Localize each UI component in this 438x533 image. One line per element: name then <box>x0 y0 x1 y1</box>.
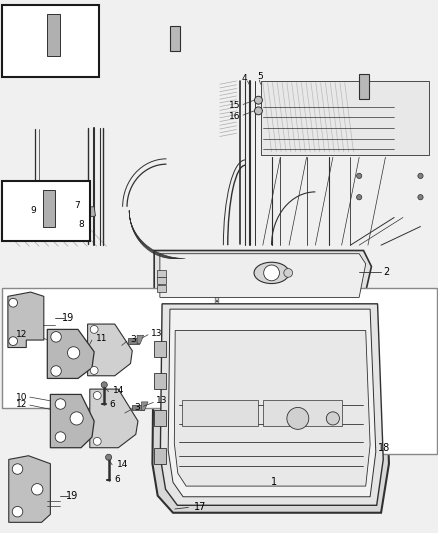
Text: 13: 13 <box>151 329 162 337</box>
Text: 6: 6 <box>110 400 115 408</box>
Text: 14: 14 <box>117 461 129 469</box>
Text: 17: 17 <box>194 503 206 512</box>
Circle shape <box>418 173 423 179</box>
Polygon shape <box>47 329 94 378</box>
Circle shape <box>55 399 66 409</box>
Polygon shape <box>157 285 166 292</box>
Polygon shape <box>174 330 370 486</box>
Bar <box>43 190 55 227</box>
Circle shape <box>9 298 18 307</box>
Polygon shape <box>128 338 139 344</box>
Circle shape <box>326 412 339 425</box>
Circle shape <box>93 438 101 445</box>
Circle shape <box>284 269 293 277</box>
Circle shape <box>357 173 362 179</box>
Circle shape <box>254 96 262 104</box>
Circle shape <box>254 107 262 115</box>
Circle shape <box>12 506 23 517</box>
Bar <box>2 288 215 408</box>
Polygon shape <box>132 405 144 410</box>
Circle shape <box>90 326 98 333</box>
Text: 18: 18 <box>378 443 390 453</box>
Circle shape <box>287 407 309 430</box>
Text: 6: 6 <box>115 475 120 484</box>
Circle shape <box>9 337 18 345</box>
Circle shape <box>67 346 80 359</box>
Text: 7: 7 <box>74 201 80 210</box>
Circle shape <box>101 382 107 388</box>
Circle shape <box>12 464 23 474</box>
Polygon shape <box>9 456 50 522</box>
Text: 14: 14 <box>113 386 124 394</box>
Polygon shape <box>154 341 166 357</box>
Polygon shape <box>182 400 258 426</box>
Polygon shape <box>154 448 166 464</box>
Circle shape <box>51 366 61 376</box>
Bar <box>47 14 60 56</box>
Polygon shape <box>88 324 132 376</box>
Polygon shape <box>261 81 429 155</box>
Circle shape <box>357 195 362 200</box>
Polygon shape <box>152 298 389 513</box>
Polygon shape <box>168 309 376 497</box>
Text: 12: 12 <box>16 330 27 339</box>
Text: 9: 9 <box>30 206 36 214</box>
Polygon shape <box>141 402 148 410</box>
Text: 12: 12 <box>16 400 27 408</box>
Polygon shape <box>39 189 68 220</box>
Text: 19: 19 <box>66 491 78 500</box>
Polygon shape <box>160 304 383 505</box>
Polygon shape <box>263 400 342 426</box>
Circle shape <box>93 392 101 399</box>
Text: 5: 5 <box>258 72 264 81</box>
Text: 1: 1 <box>271 478 277 487</box>
Circle shape <box>264 265 279 281</box>
Circle shape <box>418 195 423 200</box>
Bar <box>2 5 99 77</box>
Text: 8: 8 <box>78 221 84 229</box>
Text: 10: 10 <box>16 393 27 401</box>
Text: 13: 13 <box>155 397 167 405</box>
Circle shape <box>70 412 83 425</box>
Circle shape <box>106 454 112 461</box>
Polygon shape <box>137 335 144 344</box>
Bar <box>218 288 437 454</box>
Polygon shape <box>50 203 77 211</box>
Ellipse shape <box>254 262 289 284</box>
Bar <box>2 181 90 241</box>
Bar <box>359 74 369 99</box>
Text: 19: 19 <box>62 313 74 323</box>
Circle shape <box>90 367 98 374</box>
Text: 2: 2 <box>383 267 389 277</box>
Polygon shape <box>157 270 166 277</box>
Polygon shape <box>8 292 44 348</box>
Circle shape <box>37 191 46 199</box>
Circle shape <box>55 432 66 442</box>
Text: 16: 16 <box>230 112 241 120</box>
Text: 15: 15 <box>230 101 241 110</box>
Text: 4: 4 <box>242 75 247 83</box>
Polygon shape <box>79 207 95 217</box>
Polygon shape <box>160 254 366 297</box>
Polygon shape <box>154 251 371 301</box>
Text: 3: 3 <box>130 335 136 344</box>
Circle shape <box>71 217 76 222</box>
Polygon shape <box>157 277 166 284</box>
Polygon shape <box>154 373 166 389</box>
Circle shape <box>51 332 61 342</box>
Text: 11: 11 <box>95 334 107 343</box>
Polygon shape <box>90 389 138 448</box>
Polygon shape <box>154 410 166 426</box>
Bar <box>170 26 180 51</box>
Text: 3: 3 <box>134 403 140 412</box>
Polygon shape <box>50 394 94 448</box>
Circle shape <box>32 483 43 495</box>
